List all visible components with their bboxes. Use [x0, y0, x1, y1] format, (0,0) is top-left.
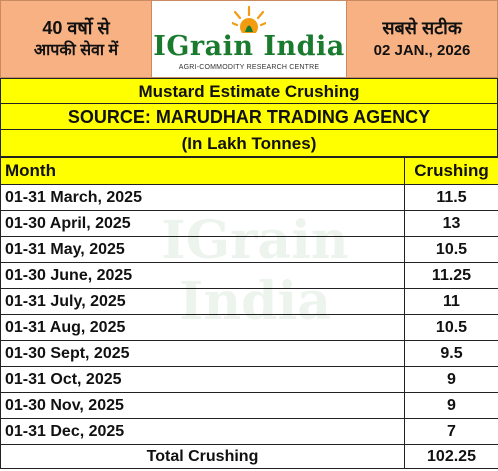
- total-label: Total Crushing: [0, 444, 405, 469]
- table-row: 01-30 Nov, 2025 9: [0, 392, 498, 419]
- row-crushing-value: 9.5: [404, 340, 498, 367]
- row-crushing-value: 11.5: [404, 184, 498, 211]
- table-row: 01-31 March, 2025 11.5: [0, 184, 498, 211]
- header-left-line1: 40 वर्षो से: [42, 18, 110, 38]
- page-title: Mustard Estimate Crushing: [0, 78, 498, 104]
- row-month: 01-30 Nov, 2025: [0, 392, 405, 419]
- row-month: 01-31 Aug, 2025: [0, 314, 405, 341]
- row-month: 01-31 Dec, 2025: [0, 418, 405, 445]
- header-banner: 40 वर्षो से आपकी सेवा में IGrain India A…: [0, 0, 498, 78]
- crushing-table: Month Crushing 01-31 March, 2025 11.5 01-3…: [0, 157, 498, 469]
- row-month: 01-30 June, 2025: [0, 262, 405, 289]
- row-crushing-value: 10.5: [404, 236, 498, 263]
- row-month: 01-30 Sept, 2025: [0, 340, 405, 367]
- table-header-row: Month Crushing: [0, 157, 498, 185]
- row-crushing-value: 13: [404, 210, 498, 237]
- row-month: 01-30 April, 2025: [0, 210, 405, 237]
- total-value: 102.25: [404, 444, 498, 469]
- source-line: SOURCE: MARUDHAR TRADING AGENCY: [0, 104, 498, 130]
- row-crushing-value: 11: [404, 288, 498, 315]
- sun-icon: [232, 5, 266, 33]
- row-crushing-value: 7: [404, 418, 498, 445]
- row-crushing-value: 9: [404, 392, 498, 419]
- header-left-line2: आपकी सेवा में: [33, 42, 119, 59]
- row-month: 01-31 July, 2025: [0, 288, 405, 315]
- logo-wordmark: IGrain India: [153, 31, 345, 62]
- row-crushing-value: 11.25: [404, 262, 498, 289]
- row-crushing-value: 10.5: [404, 314, 498, 341]
- row-crushing-value: 9: [404, 366, 498, 393]
- row-month: 01-31 March, 2025: [0, 184, 405, 211]
- table-row: 01-31 Dec, 2025 7: [0, 418, 498, 445]
- table-row: 01-31 Oct, 2025 9: [0, 366, 498, 393]
- column-header-crushing: Crushing: [404, 157, 498, 185]
- header-left-box: 40 वर्षो से आपकी सेवा में: [0, 0, 152, 78]
- header-right-line1: सबसे सटीक: [382, 18, 462, 38]
- unit-line: (In Lakh Tonnes): [0, 130, 498, 157]
- total-row: Total Crushing 102.25: [0, 444, 498, 469]
- column-header-month: Month: [0, 157, 405, 185]
- table-row: 01-30 June, 2025 11.25: [0, 262, 498, 289]
- report-date: 02 JAN., 2026: [373, 42, 471, 59]
- table-row: 01-30 Sept, 2025 9.5: [0, 340, 498, 367]
- table-row: 01-31 Aug, 2025 10.5: [0, 314, 498, 341]
- table-row: 01-31 July, 2025 11: [0, 288, 498, 315]
- logo-tagline: AGRI-COMMODITY RESEARCH CENTRE: [178, 64, 320, 71]
- row-month: 01-31 May, 2025: [0, 236, 405, 263]
- igrain-logo: IGrain India AGRI-COMMODITY RESEARCH CEN…: [152, 0, 346, 78]
- table-row: 01-30 April, 2025 13: [0, 210, 498, 237]
- header-right-box: सबसे सटीक 02 JAN., 2026: [346, 0, 498, 78]
- row-month: 01-31 Oct, 2025: [0, 366, 405, 393]
- table-row: 01-31 May, 2025 10.5: [0, 236, 498, 263]
